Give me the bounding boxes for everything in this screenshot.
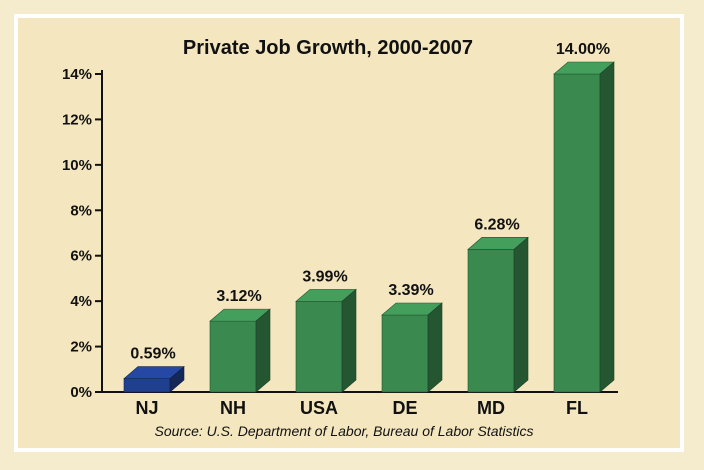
bar-front <box>209 320 257 393</box>
value-label: 3.99% <box>302 268 347 285</box>
y-tick-label: 4% <box>70 293 92 310</box>
bar-nj <box>123 365 185 393</box>
value-label: 3.39% <box>388 282 433 299</box>
bar-front <box>381 314 429 393</box>
value-label: 6.28% <box>474 216 519 233</box>
bar-front <box>123 378 171 393</box>
category-label: DE <box>392 398 417 418</box>
bar-nh <box>209 308 271 393</box>
axes: 0% 2% 4% 6% 8% 10% 12% 14% <box>62 66 618 401</box>
value-label: 3.12% <box>216 288 261 305</box>
category-label: NJ <box>135 398 158 418</box>
bar-side <box>513 236 529 393</box>
bar-side <box>427 302 443 393</box>
bar-md <box>467 236 529 393</box>
value-label: 0.59% <box>130 346 175 363</box>
y-tick-label: 0% <box>70 384 92 401</box>
bar-chart: Private Job Growth, 2000-2007 0% 2% 4% 6% 8%… <box>62 37 618 439</box>
bar-front <box>553 73 601 393</box>
y-tick-label: 2% <box>70 339 92 356</box>
category-label: NH <box>220 398 246 418</box>
source-note: Source: U.S. Department of Labor, Bureau… <box>155 423 534 439</box>
labels: 0.59% NJ 3.12% NH 3.99% USA 3.39% DE 6.28% MD 14.0… <box>130 41 610 418</box>
bar-side <box>255 308 271 393</box>
value-label: 14.00% <box>556 41 610 58</box>
bar-front <box>295 301 343 393</box>
bar-side <box>599 61 615 393</box>
category-label: MD <box>477 398 505 418</box>
y-tick-label: 6% <box>70 248 92 265</box>
y-tick-label: 10% <box>62 157 92 174</box>
bars <box>123 61 615 393</box>
y-tick-label: 14% <box>62 66 92 83</box>
y-tick-label: 12% <box>62 111 92 128</box>
bar-de <box>381 302 443 393</box>
y-tick-label: 8% <box>70 202 92 219</box>
bar-fl <box>553 61 615 393</box>
category-label: USA <box>300 398 338 418</box>
chart-frame: Private Job Growth, 2000-2007 0% 2% 4% 6% 8%… <box>14 14 684 452</box>
chart-title: Private Job Growth, 2000-2007 <box>183 37 473 59</box>
bar-side <box>169 365 185 393</box>
bar-side <box>341 288 357 393</box>
bar-usa <box>295 288 357 393</box>
category-label: FL <box>566 398 588 418</box>
bar-front <box>467 249 515 393</box>
